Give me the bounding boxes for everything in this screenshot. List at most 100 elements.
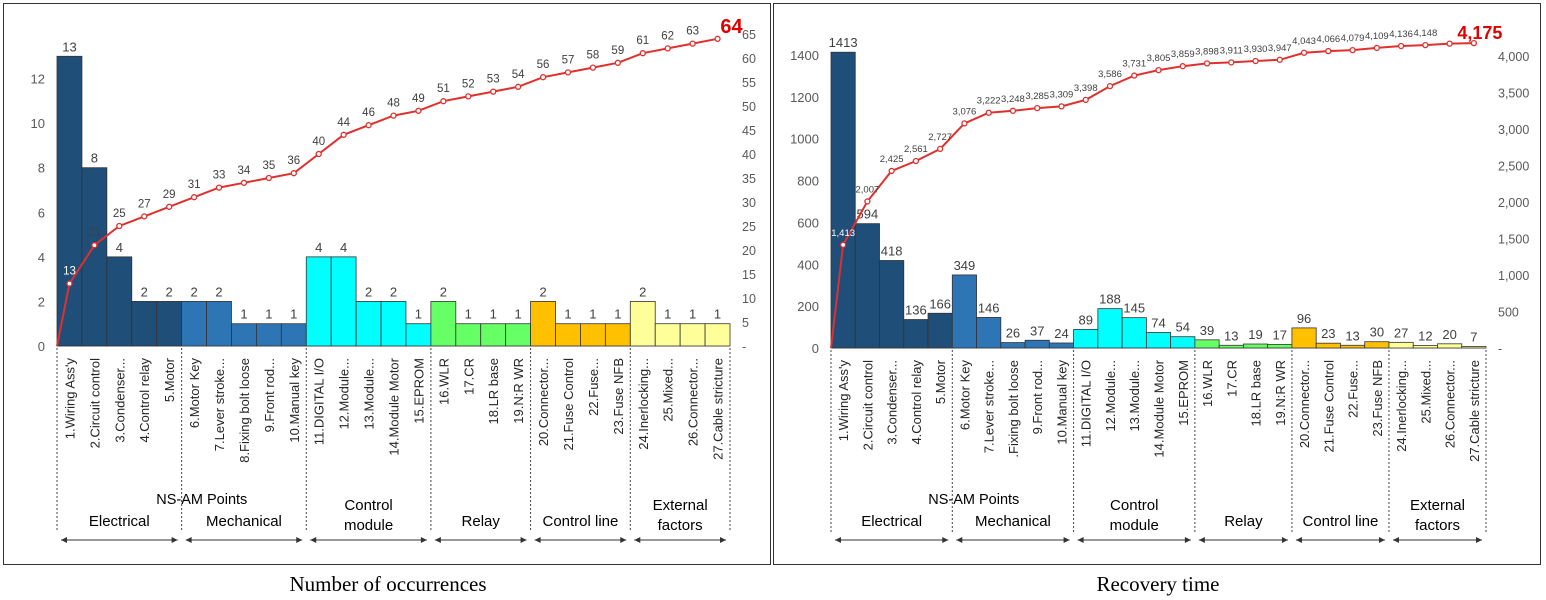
cumulative-value-label: 49 [412, 93, 425, 105]
cumulative-point [564, 69, 572, 76]
bar [1388, 341, 1414, 349]
cumulative-point [66, 280, 73, 287]
cumulative-value-label: 3,947 [1268, 43, 1292, 54]
category-label: 4.Control relay [137, 358, 152, 443]
y-tick-label: 400 [797, 257, 819, 272]
category-label: 1.Wiring Ass'y [836, 360, 851, 442]
group-arrow-head [1077, 537, 1084, 543]
cumulative-value-label: 29 [163, 189, 176, 201]
cumulative-point [589, 64, 597, 71]
cumulative-line [830, 42, 1474, 349]
group-label: External factors [1410, 497, 1465, 534]
group-arrow-head [534, 537, 541, 543]
bar [1121, 317, 1147, 349]
bar [1243, 343, 1269, 349]
cumulative-point [166, 203, 173, 210]
bar [1291, 327, 1317, 349]
cumulative-value-label: 21 [88, 227, 101, 239]
cumulative-point [961, 120, 968, 127]
category-label: 23.Fuse NFB [1370, 360, 1385, 437]
group-arrow-head [1281, 537, 1288, 543]
y-tick-label: 2 [38, 294, 45, 309]
bar-value-label: 1 [664, 307, 671, 322]
bar-value-label: 26 [1006, 326, 1020, 341]
category-label: 16.WLR [436, 358, 451, 405]
bar [131, 301, 158, 347]
bar-value-label: 1 [415, 307, 422, 322]
y-tick-label: 10 [31, 116, 45, 131]
group-arrow-head [1295, 537, 1302, 543]
bar [206, 301, 232, 347]
cumulative-total-label: 4,175 [1457, 23, 1502, 43]
category-label: 8.Fixing bolt loose [237, 358, 252, 463]
group-arrow-head [1184, 537, 1191, 543]
cumulative-point [985, 109, 992, 116]
category-label: 26.Connector... [686, 358, 701, 446]
category-label: 13.Module... [1127, 360, 1142, 432]
cumulative-value-label: 57 [562, 54, 575, 66]
category-label: 19.N:R WR [511, 358, 526, 424]
bar [330, 256, 357, 347]
bar-value-label: 1 [714, 307, 721, 322]
cumulative-value-label: 54 [512, 69, 525, 81]
bar [430, 301, 457, 347]
y-tick-label: 800 [797, 174, 819, 189]
cumulative-value-label: 51 [437, 83, 450, 95]
bar-value-label: 2 [141, 284, 148, 299]
occurrences-chart-panel: 0 2 4 6 8 10 12-5 10 15 20 25 30 35 40 45 50 55 60 65 13 8 4 2… [3, 3, 771, 565]
cumulative-value-label: 4,148 [1413, 28, 1437, 39]
bar [256, 323, 282, 347]
category-label: 11.DIGITAL I/O [312, 358, 327, 445]
y2-tick-label: 25 [742, 220, 756, 234]
category-label: 7.Lever stroke... [212, 358, 227, 451]
cumulative-value-label: 3,076 [953, 106, 977, 117]
cumulative-point [390, 112, 397, 119]
bar [305, 256, 332, 347]
y2-tick-label: - [1498, 342, 1502, 356]
category-label: 3.Condenser... [885, 360, 900, 445]
bar-value-label: 30 [1370, 325, 1384, 340]
category-label: 12.Module... [1103, 360, 1118, 432]
bar-value-label: 1 [689, 307, 696, 322]
cumulative-point [514, 83, 522, 90]
cumulative-point [116, 222, 123, 230]
bar-value-label: 4 [315, 240, 322, 255]
cumulative-value-label: 3,309 [1050, 89, 1074, 100]
occurrences-chart: 024681012-510152025303540455055606513842… [31, 16, 756, 543]
category-label: 26.Connector... [1443, 360, 1458, 448]
bar [1461, 346, 1487, 349]
bar-value-label: 1 [265, 307, 272, 322]
bar [1315, 342, 1341, 349]
cumulative-point [539, 74, 547, 81]
y-tick-label: 0 [38, 339, 45, 354]
cumulative-point [1252, 57, 1259, 65]
cumulative-value-label: 1,413 [831, 228, 855, 239]
category-label: 7.Lever stroke... [982, 360, 997, 453]
group-arrow-head [434, 537, 441, 543]
bar [679, 323, 706, 347]
bar [455, 323, 482, 347]
recovery-time-chart: 0 200 400 600 800 1000 1200 1400 - 500 1,000 1,500 2… [790, 23, 1529, 543]
cumulative-point [1228, 59, 1235, 66]
cumulative-value-label: 2,007 [855, 184, 879, 195]
category-label: 3.Condenser... [112, 358, 127, 443]
cumulative-value-label: 3,859 [1171, 49, 1195, 60]
bar-value-label: 1413 [829, 35, 858, 50]
cumulative-value-label: 3,911 [1220, 45, 1243, 56]
y2-tick-label: 45 [742, 124, 756, 138]
cumulative-value-label: 3,586 [1098, 69, 1122, 80]
cumulative-point [614, 59, 621, 66]
bar [1170, 336, 1196, 349]
group-arrow-head [1198, 537, 1205, 543]
cumulative-point [1106, 82, 1114, 90]
group-arrow-head [1476, 537, 1482, 543]
cumulative-point [937, 145, 944, 153]
bar [1267, 344, 1293, 349]
bar [1073, 328, 1099, 349]
group-arrow-head [1063, 537, 1070, 543]
group-arrow-head [296, 537, 303, 543]
cumulative-value-label: 4,109 [1365, 31, 1389, 42]
cumulative-point [912, 157, 920, 165]
y-tick-label: 1200 [790, 90, 819, 105]
group-label: Control module [1110, 497, 1159, 534]
